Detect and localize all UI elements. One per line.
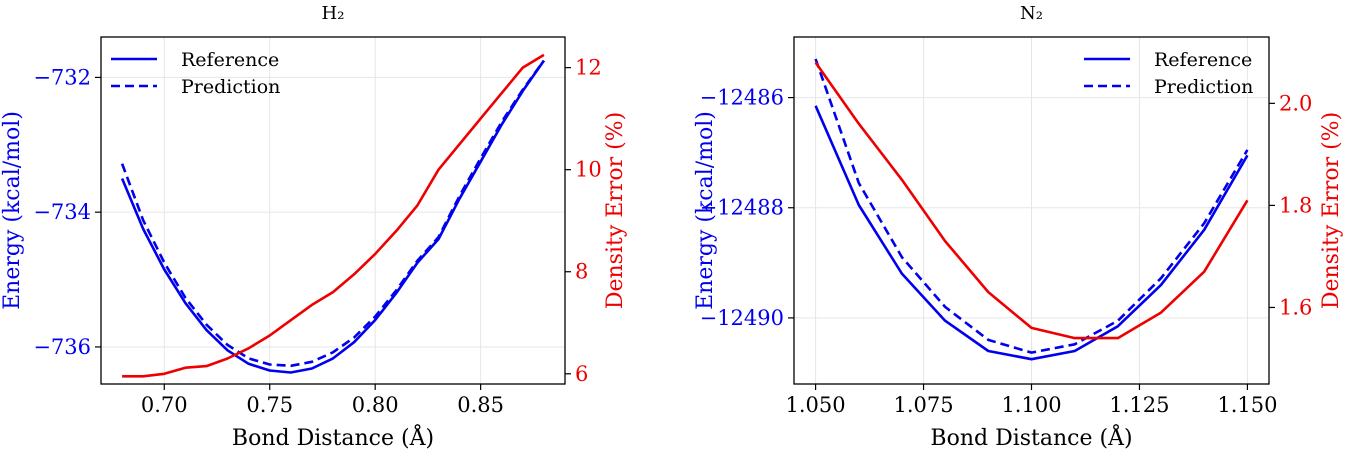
chart-2: 1.050 1.075 1.100 1.125 1.150 −12490 −12488 −12… (693, 3, 1344, 451)
plot-frame (100, 36, 566, 385)
chart-title: H₂ (322, 3, 345, 24)
y-right-tick-label: 10 (575, 158, 602, 182)
y-left-tick-label: −12486 (700, 86, 784, 110)
series-line-density-error (122, 53, 545, 378)
series-line-density-error (814, 61, 1249, 340)
x-axis-label: Bond Distance (Å) (232, 423, 434, 451)
y-right-tick-label: 1.8 (1279, 193, 1312, 217)
y-left-axis-label: Energy (kcal/mol) (0, 111, 25, 310)
x-tick-label: 1.075 (893, 393, 953, 417)
x-tick-label: 1.050 (786, 393, 846, 417)
x-tick-label: 0.75 (246, 393, 293, 417)
x-tick-label: 0.80 (352, 393, 399, 417)
y-right-tick-label: 6 (575, 362, 588, 386)
x-tick-label: 0.85 (457, 393, 504, 417)
x-tick-label: 1.100 (1001, 393, 1061, 417)
series-line-prediction (814, 58, 1249, 354)
y-right-tick-label: 2.0 (1279, 91, 1312, 115)
y-left-tick-label: −12490 (700, 306, 784, 330)
y-right-tick-label: 12 (575, 56, 602, 80)
y-left-axis-label: Energy (kcal/mol) (693, 111, 718, 310)
y-right-axis-label: Density Error (%) (1319, 112, 1344, 309)
y-left-tick-label: −734 (33, 200, 91, 224)
legend-label-reference: Reference (1154, 49, 1252, 71)
x-tick-label: 0.70 (141, 393, 188, 417)
chart-1: 0.70 0.75 0.80 0.85 −736 −734 −732 6 8 10 12 H₂ Bond… (0, 3, 628, 451)
y-right-tick-label: 1.6 (1279, 295, 1312, 319)
legend-label-prediction: Prediction (181, 76, 280, 98)
y-right-axis-label: Density Error (%) (603, 112, 628, 309)
legend-label-reference: Reference (181, 49, 279, 71)
y-left-tick-label: −732 (33, 65, 91, 89)
legend-label-prediction: Prediction (1154, 76, 1253, 98)
y-left-tick-label: −12488 (700, 196, 784, 220)
series-line-reference (814, 105, 1249, 361)
series-line-prediction (120, 59, 545, 368)
y-right-tick-label: 8 (575, 260, 588, 284)
series-line-reference (120, 59, 545, 374)
x-tick-label: 1.125 (1109, 393, 1169, 417)
y-left-tick-label: −736 (33, 335, 91, 359)
x-tick-label: 1.150 (1217, 393, 1277, 417)
chart-title: N₂ (1020, 3, 1043, 24)
x-axis-label: Bond Distance (Å) (930, 423, 1132, 451)
